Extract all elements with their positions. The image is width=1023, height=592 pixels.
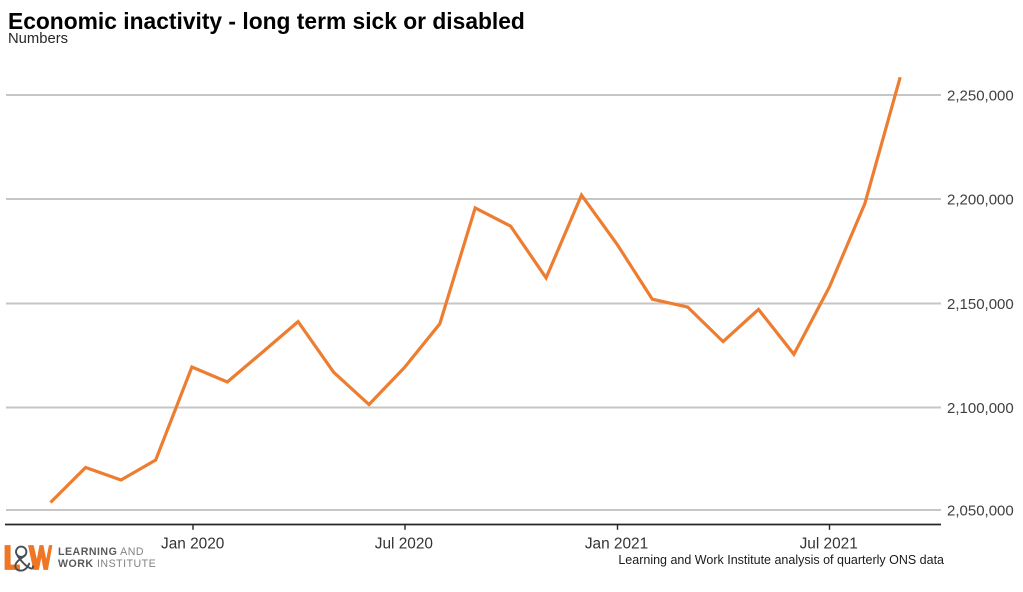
svg-text:Jul 2021: Jul 2021	[800, 536, 858, 553]
svg-text:2,050,000: 2,050,000	[947, 502, 1014, 519]
svg-text:Learning and Work Institute an: Learning and Work Institute analysis of …	[618, 553, 944, 567]
svg-text:Jan 2020: Jan 2020	[161, 536, 224, 553]
svg-text:Jul 2020: Jul 2020	[375, 536, 433, 553]
svg-text:2,250,000: 2,250,000	[947, 87, 1014, 104]
svg-text:2,200,000: 2,200,000	[947, 191, 1014, 208]
svg-text:LEARNING AND: LEARNING AND	[58, 546, 144, 558]
svg-text:2,100,000: 2,100,000	[947, 400, 1014, 417]
svg-text:Economic inactivity - long ter: Economic inactivity - long term sick or …	[8, 8, 525, 34]
svg-text:Jan 2021: Jan 2021	[585, 536, 648, 553]
svg-text:2,150,000: 2,150,000	[947, 296, 1014, 313]
svg-text:Numbers: Numbers	[8, 31, 68, 47]
svg-text:WORK INSTITUTE: WORK INSTITUTE	[58, 558, 156, 570]
